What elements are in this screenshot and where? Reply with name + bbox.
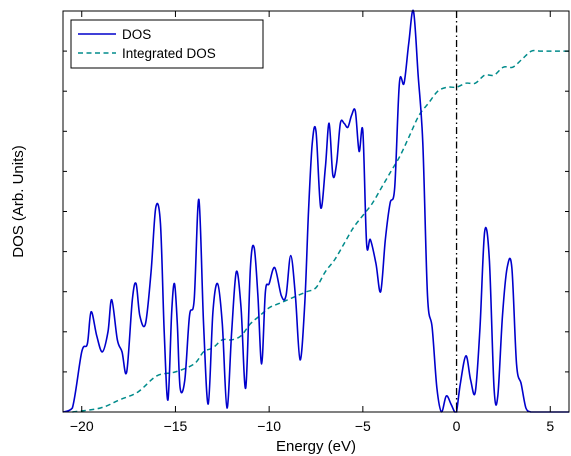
x-tick-labels: −20 −15 −10 −5 0 5 (70, 418, 554, 434)
x-tick-label: −10 (257, 418, 281, 434)
x-tick-label: 5 (546, 418, 554, 434)
legend: DOS Integrated DOS (70, 19, 264, 69)
legend-label-integrated-dos: Integrated DOS (122, 46, 216, 61)
x-axis-label: Energy (eV) (276, 438, 356, 455)
legend-box (70, 19, 264, 69)
x-tick-label: −5 (355, 418, 371, 434)
x-tick-label: −20 (70, 418, 94, 434)
axis-ticks (63, 11, 569, 412)
y-axis-label: DOS (Arb. Units) (10, 145, 27, 258)
x-tick-label: −15 (164, 418, 188, 434)
series-line-integrated-dos (72, 49, 569, 413)
series-line-dos (62, 9, 569, 413)
x-tick-label: 0 (453, 418, 461, 434)
legend-label-dos: DOS (122, 27, 151, 42)
plot-area (62, 9, 569, 413)
